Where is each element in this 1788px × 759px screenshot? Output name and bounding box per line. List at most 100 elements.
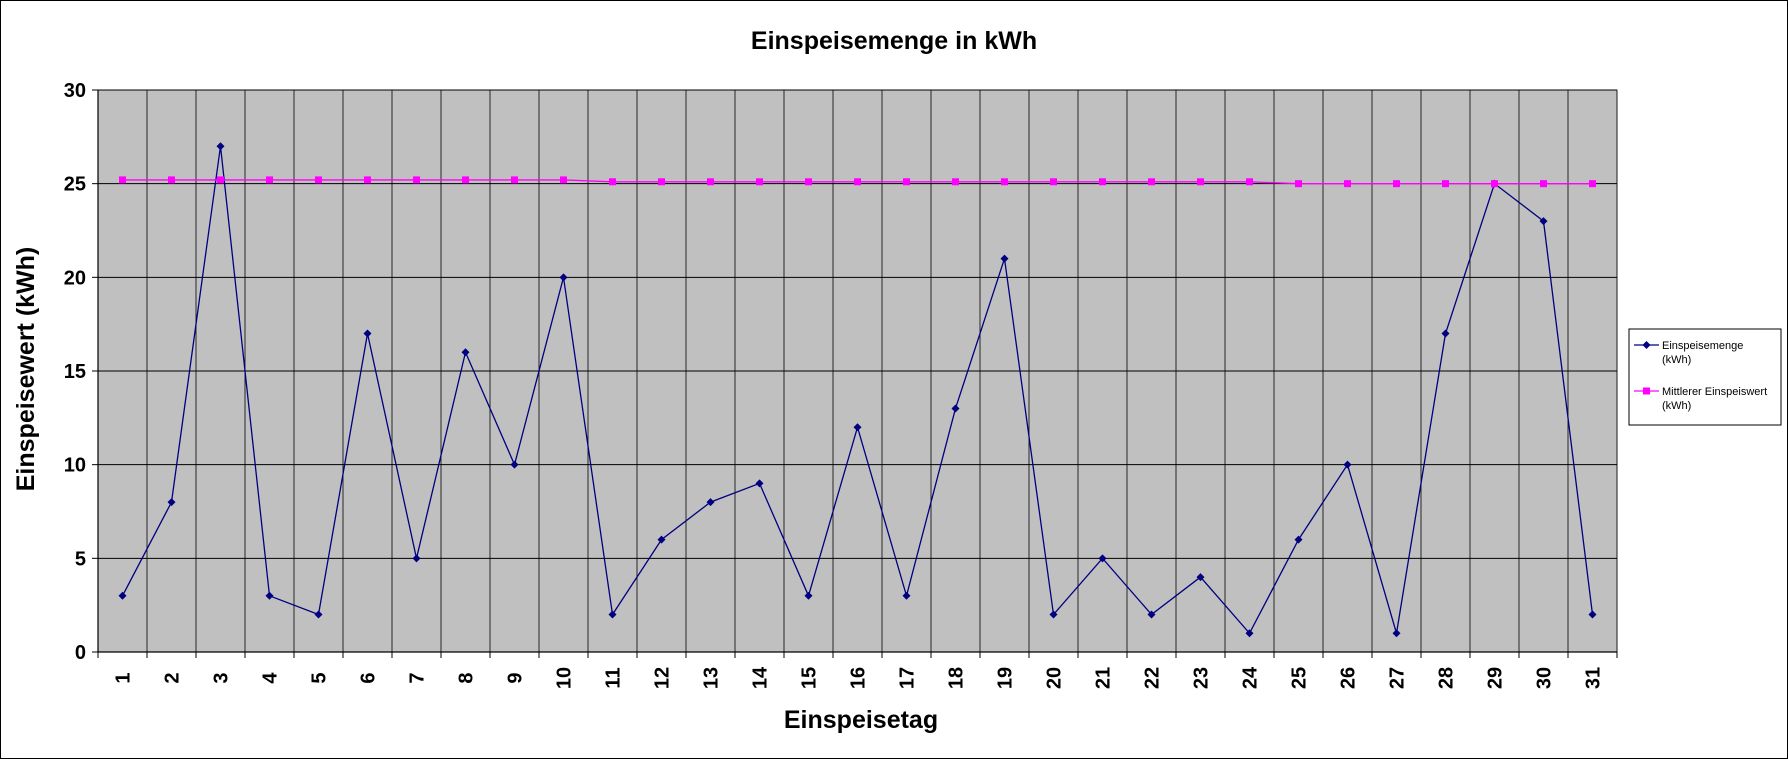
data-point-diamond: [1539, 217, 1548, 226]
data-point-square: [1050, 178, 1057, 186]
data-point-diamond: [902, 591, 911, 600]
data-point-diamond: [706, 498, 715, 507]
x-tick-label: 11: [603, 667, 625, 688]
data-point-diamond: [1392, 629, 1401, 638]
legend-marker-square: [1643, 387, 1650, 395]
data-point-square: [805, 178, 812, 186]
data-point-diamond: [951, 404, 960, 413]
data-point-diamond: [755, 479, 764, 488]
x-tick-label: 24: [1240, 666, 1262, 689]
data-point-diamond: [363, 329, 372, 338]
data-point-diamond: [412, 554, 421, 563]
data-point-diamond: [461, 348, 470, 357]
y-tick-label: 0: [75, 642, 86, 664]
x-tick-label: 29: [1485, 667, 1507, 689]
data-point-diamond: [167, 498, 176, 507]
x-tick-label: 14: [750, 666, 772, 689]
x-tick-label: 28: [1436, 667, 1458, 689]
x-tick-label: 22: [1142, 667, 1164, 689]
data-point-diamond: [1000, 254, 1009, 263]
data-point-diamond: [510, 460, 519, 469]
x-tick-label: 8: [456, 672, 478, 683]
legend: Einspeisemenge (kWh) Mittlerer Einspeiswer…: [1628, 328, 1782, 426]
data-point-square: [315, 176, 322, 184]
data-point-diamond: [216, 142, 225, 151]
legend-label: Einspeisemenge: [1662, 340, 1743, 352]
data-point-square: [462, 176, 469, 184]
data-point-square: [1148, 178, 1155, 186]
y-tick-label: 30: [64, 80, 86, 102]
y-tick-label: 15: [64, 361, 86, 383]
data-point-diamond: [1245, 629, 1254, 638]
data-point-square: [364, 176, 371, 184]
data-point-diamond: [1441, 329, 1450, 338]
x-tick-label: 9: [505, 672, 527, 683]
x-tick-label: 7: [407, 672, 429, 683]
data-point-diamond: [1343, 460, 1352, 469]
y-tick-label: 20: [64, 267, 86, 289]
x-tick-label: 17: [897, 667, 919, 689]
data-point-diamond: [1098, 554, 1107, 563]
x-tick-label: 26: [1338, 667, 1360, 689]
x-tick-label: 30: [1534, 667, 1556, 689]
data-point-square: [854, 178, 861, 186]
x-tick-label: 21: [1093, 667, 1115, 689]
data-point-square: [413, 176, 420, 184]
data-point-square: [952, 178, 959, 186]
x-tick-label: 10: [554, 667, 576, 689]
data-point-square: [1295, 180, 1302, 188]
data-point-square: [1344, 180, 1351, 188]
data-point-diamond: [1147, 610, 1156, 619]
y-axis-ticks: 0 5 10 15 20 25 30: [64, 80, 86, 664]
data-point-square: [168, 176, 175, 184]
data-point-square: [1589, 180, 1596, 188]
data-point-square: [1442, 180, 1449, 188]
data-point-square: [1099, 178, 1106, 186]
x-tick-label: 20: [1044, 667, 1066, 689]
data-point-square: [511, 176, 518, 184]
data-point-diamond: [314, 610, 323, 619]
x-tick-label: 15: [799, 667, 821, 689]
x-tick-label: 4: [260, 672, 282, 684]
x-tick-label: 5: [309, 672, 331, 683]
legend-label: Mittlerer Einspeiswert: [1662, 386, 1767, 398]
x-axis-ticks: 1 2 3 4 5 6 7 8 9 10 11 12 13 14 15 16 17 18 19 20 21 22 23 24 2…: [113, 666, 1605, 689]
x-tick-label: 12: [652, 667, 674, 689]
data-point-diamond: [657, 535, 666, 544]
x-axis-label: Einspeisetag: [784, 706, 938, 734]
x-tick-label: 6: [358, 672, 380, 683]
data-point-square: [1001, 178, 1008, 186]
data-point-diamond: [853, 423, 862, 432]
legend-label: (kWh): [1662, 354, 1691, 366]
data-point-square: [658, 178, 665, 186]
x-tick-label: 31: [1583, 667, 1605, 689]
x-tick-label: 18: [946, 667, 968, 689]
y-tick-label: 10: [64, 455, 86, 477]
legend-label: (kWh): [1662, 400, 1691, 412]
x-tick-label: 1: [113, 672, 135, 683]
x-tick-label: 19: [995, 667, 1017, 689]
x-tick-label: 16: [848, 667, 870, 689]
data-point-square: [1540, 180, 1547, 188]
data-point-diamond: [1196, 573, 1205, 582]
data-point-diamond: [1049, 610, 1058, 619]
x-tick-label: 23: [1191, 667, 1213, 689]
data-point-square: [707, 178, 714, 186]
data-point-diamond: [265, 591, 274, 600]
data-point-square: [756, 178, 763, 186]
data-point-square: [560, 176, 567, 184]
data-point-diamond: [1588, 610, 1597, 619]
y-tick-label: 25: [64, 174, 86, 196]
data-point-square: [1246, 178, 1253, 186]
data-point-diamond: [559, 273, 568, 282]
x-tick-label: 13: [701, 667, 723, 689]
data-point-square: [1393, 180, 1400, 188]
series-lines: [118, 142, 1597, 638]
x-tick-label: 25: [1289, 667, 1311, 689]
data-point-square: [609, 178, 616, 186]
data-point-square: [266, 176, 273, 184]
data-point-square: [903, 178, 910, 186]
data-point-diamond: [118, 591, 127, 600]
